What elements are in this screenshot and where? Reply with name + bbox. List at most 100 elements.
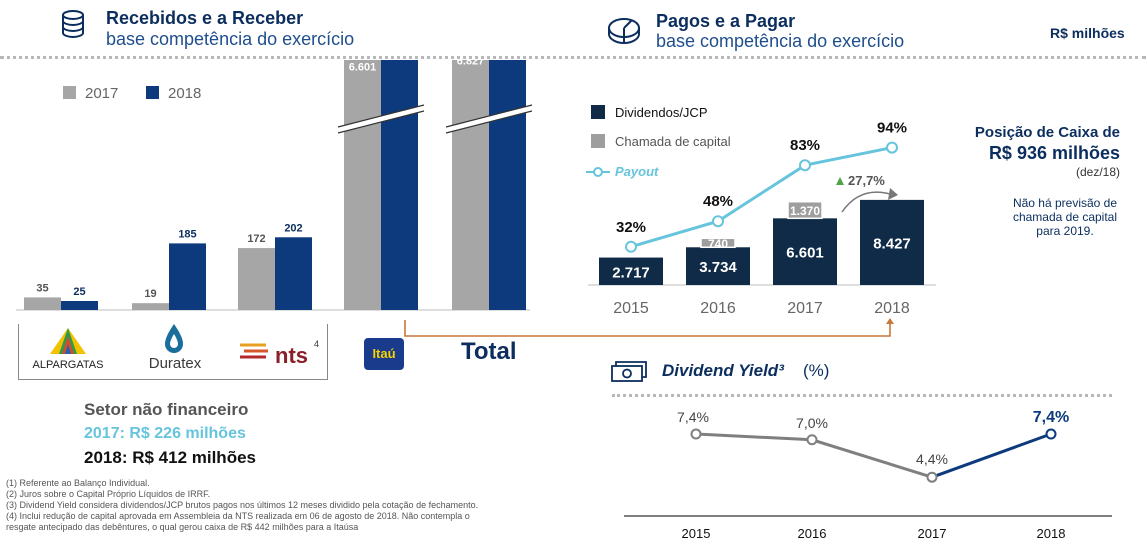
bar-label-2017-duratex: 19 — [144, 288, 156, 300]
sector-2018: 2018: R$ 412 milhões — [84, 448, 256, 467]
bar-2017-nts — [238, 248, 275, 310]
dy-label-2017: 4,4% — [916, 451, 948, 467]
left-header-subtitle: base competência do exercício — [106, 29, 355, 49]
footnote-4: (4) Inclui redução de capital aprovada e… — [6, 511, 470, 521]
bar-2017-duratex — [132, 303, 169, 310]
dividend-bar-2017 — [773, 218, 837, 285]
legend-label-capital-call: Chamada de capital — [615, 134, 731, 149]
dy-line-blue — [931, 432, 1052, 479]
dividend-bar-2016 — [686, 247, 750, 285]
bar-label-2017-alpargatas: 35 — [36, 282, 48, 294]
duratex-label: Duratex — [148, 355, 202, 372]
bar-label-2018-nts: 202 — [284, 222, 302, 234]
itau-logo: Itaú — [364, 338, 404, 370]
growth-arrow — [841, 191, 891, 213]
pie-chart-icon — [608, 18, 640, 45]
footnote-4-cont: resgate antecipado das debêntures, o qua… — [6, 522, 359, 532]
bar-2018-itaú — [381, 60, 418, 311]
legend-label-payout: Payout — [615, 164, 659, 179]
total-label: Total — [461, 338, 517, 365]
payout-line — [630, 146, 893, 249]
legend-swatch-2018 — [146, 86, 159, 99]
capital-call-bar-2016 — [700, 237, 736, 249]
growth-label: 27,7% — [848, 173, 885, 188]
x-tick-2015: 2015 — [613, 300, 649, 317]
dy-label-2015: 7,4% — [677, 409, 709, 425]
bar-label-2018-duratex: 185 — [178, 228, 196, 240]
growth-up-icon — [836, 177, 844, 185]
payout-label-2015: 32% — [616, 219, 646, 236]
nts-label: nts — [275, 343, 308, 368]
growth-arrowhead — [888, 188, 898, 200]
right-header-title: Pagos e a Pagar — [656, 11, 796, 31]
x-tick-2018: 2018 — [874, 300, 910, 317]
axis-break-line — [445, 110, 533, 134]
dy-x-tick-2018: 2018 — [1037, 526, 1066, 541]
dy-point-2018 — [1045, 428, 1057, 440]
cash-date: (dez/18) — [1075, 165, 1120, 179]
axis-break-line — [337, 110, 425, 134]
money-icon — [611, 361, 647, 382]
legend-swatch-capital-call — [591, 134, 605, 148]
dy-x-tick-2017: 2017 — [918, 526, 947, 541]
cash-note: Não há previsão de chamada de capital pa… — [1012, 196, 1118, 238]
bar-2017-itaú — [344, 60, 381, 311]
itau-to-2018-arrow — [404, 318, 894, 337]
legend-label-dividends: Dividendos/JCP — [615, 105, 708, 120]
nts-footnote-mark: 4 — [314, 339, 320, 349]
dy-point-2016 — [806, 434, 818, 446]
dy-label-2018: 7,4% — [1033, 409, 1069, 426]
legend-label-2018: 2018 — [168, 85, 201, 102]
payout-point-2017 — [799, 159, 811, 172]
non-financial-bracket — [18, 324, 328, 380]
payout-point-2015 — [625, 240, 637, 253]
capital-call-label-2016: 740 — [708, 237, 728, 251]
legend-marker-payout — [593, 167, 603, 177]
bar-2018-alpargatas — [61, 301, 98, 310]
capital-call-bar-2017 — [787, 200, 823, 220]
legend-swatch-2017 — [63, 86, 76, 99]
dy-divider — [612, 394, 1112, 397]
dy-title: Dividend Yield³ — [662, 361, 784, 380]
cash-title: Posição de Caixa de — [974, 124, 1120, 141]
payout-label-2016: 48% — [703, 193, 733, 210]
alpargatas-label: ALPARGATAS — [32, 359, 104, 371]
payout-point-2018 — [886, 141, 898, 154]
right-header-subtitle: base competência do exercício — [656, 31, 905, 51]
dy-point-2017 — [926, 471, 938, 483]
capital-call-label-2017: 1.370 — [790, 204, 820, 218]
bar-2017-alpargatas — [24, 297, 61, 310]
nts-logo — [240, 343, 268, 359]
dividend-label-2016: 3.734 — [699, 259, 737, 276]
bar-label-2018-alpargatas: 25 — [73, 286, 85, 298]
header-divider — [0, 56, 1146, 59]
bar-label-2017-total: 6.827 — [457, 60, 485, 68]
sector-title: Setor não financeiro — [84, 400, 249, 419]
axis-break-gap — [445, 105, 533, 133]
dividend-label-2018: 8.427 — [873, 235, 911, 252]
payout-point-2016 — [712, 215, 724, 228]
bar-2018-duratex — [169, 243, 206, 310]
bar-2018-nts — [275, 237, 312, 310]
axis-break-gap — [337, 105, 425, 133]
dividend-bar-2015 — [599, 257, 663, 285]
x-tick-2016: 2016 — [700, 300, 736, 317]
sector-2017: 2017: R$ 226 milhões — [84, 425, 246, 442]
unit-label: R$ milhões — [1050, 25, 1125, 41]
dividends-chart: 2.717 2015 3.734 740 2016 6.601 1.370 2017 8.427… — [586, 105, 936, 317]
left-header-title: Recebidos e a Receber — [106, 8, 304, 28]
alpargatas-logo — [50, 328, 86, 354]
footnote-1: (1) Referente ao Balanço Individual. — [6, 478, 150, 488]
dy-x-tick-2015: 2015 — [682, 526, 711, 541]
left-bar-chart: 3525191851722026.6018.4276.8278.83920172… — [16, 60, 533, 311]
axis-break-line — [445, 104, 533, 128]
dividend-bar-2018 — [860, 199, 924, 285]
cash-value: R$ 936 milhões — [988, 143, 1120, 163]
x-tick-2017: 2017 — [787, 300, 823, 317]
footnote-2: (2) Juros sobre o Capital Próprio Líquid… — [6, 489, 211, 499]
payout-label-2017: 83% — [790, 137, 820, 154]
dy-unit: (%) — [803, 361, 830, 380]
coin-stack-icon — [62, 10, 84, 39]
dividend-label-2015: 2.717 — [612, 264, 650, 281]
axis-break-line — [337, 104, 425, 128]
